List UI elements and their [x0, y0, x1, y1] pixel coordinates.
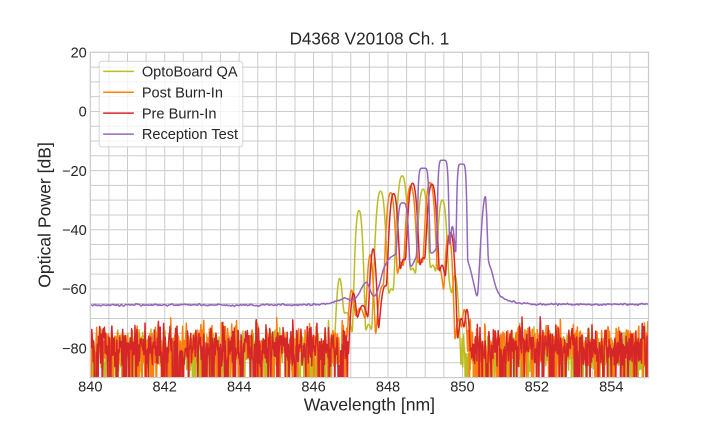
svg-text:0: 0: [79, 105, 87, 121]
svg-text:Post Burn-In: Post Burn-In: [142, 85, 223, 101]
svg-text:OptoBoard QA: OptoBoard QA: [142, 64, 238, 80]
svg-text:850: 850: [450, 380, 474, 396]
svg-text:−80: −80: [62, 341, 87, 357]
svg-text:852: 852: [525, 380, 549, 396]
svg-text:20: 20: [71, 46, 87, 62]
svg-text:854: 854: [599, 380, 623, 396]
svg-text:Wavelength [nm]: Wavelength [nm]: [304, 394, 435, 414]
svg-text:Pre Burn-In: Pre Burn-In: [142, 106, 217, 122]
svg-text:−40: −40: [62, 223, 87, 239]
svg-text:848: 848: [376, 380, 400, 396]
svg-text:842: 842: [153, 380, 177, 396]
svg-text:D4368 V20108 Ch. 1: D4368 V20108 Ch. 1: [290, 29, 450, 48]
svg-text:Optical Power [dB]: Optical Power [dB]: [34, 142, 54, 288]
svg-text:−60: −60: [62, 282, 87, 298]
svg-text:840: 840: [78, 380, 102, 396]
svg-text:846: 846: [301, 380, 325, 396]
svg-text:844: 844: [227, 380, 251, 396]
svg-text:−20: −20: [62, 164, 87, 180]
svg-text:Reception Test: Reception Test: [142, 127, 238, 143]
